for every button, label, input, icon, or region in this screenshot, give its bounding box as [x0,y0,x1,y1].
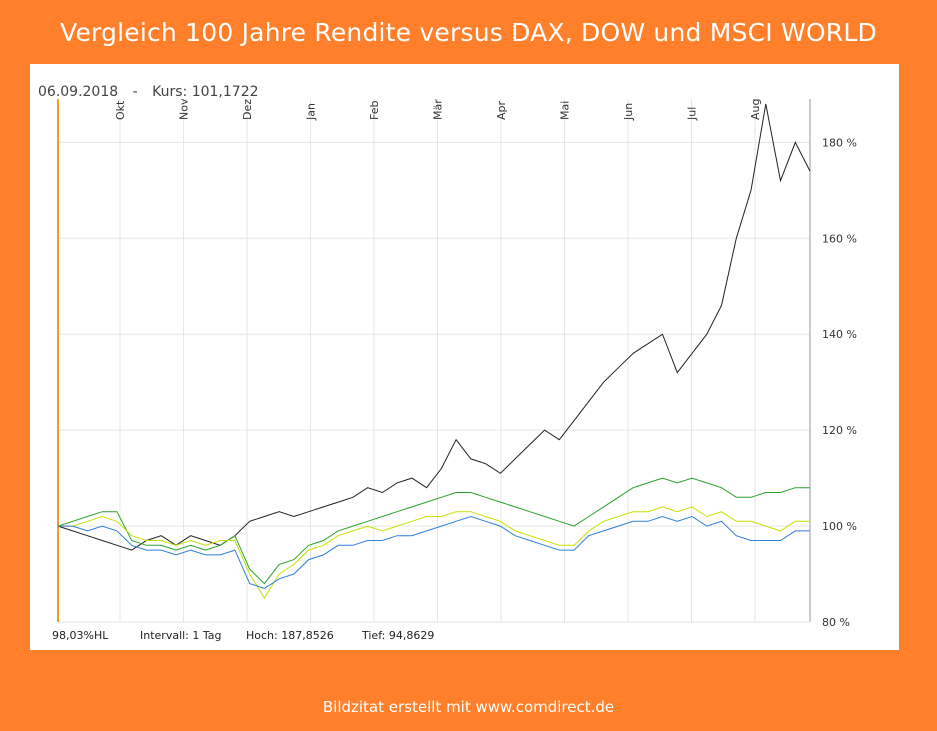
stat-hl: 98,03%HL [52,629,109,642]
y-tick-label: 140 % [822,328,857,341]
x-tick-label: Mai [559,101,572,120]
stat-interval: Intervall: 1 Tag [140,629,222,642]
footer-credit: Bildzitat erstellt mit www.comdirect.de [322,698,615,716]
x-tick-label: Okt [114,100,127,120]
y-tick-label: 120 % [822,424,857,437]
series-line-2 [57,477,810,585]
y-tick-label: 180 % [822,136,857,149]
chart-info: 06.09.2018 - Kurs: 101,1722 [38,84,269,100]
x-tick-label: Dez [241,99,254,120]
stat-low: Tief: 94,8629 [361,629,434,642]
x-tick-label: Mär [432,99,445,120]
x-tick-label: Nov [178,98,191,120]
info-kurs: Kurs: 101,1722 [152,84,259,100]
series-line-3 [58,506,810,599]
page-title: Vergleich 100 Jahre Rendite versus DAX, … [60,18,877,47]
info-separator: - [132,84,138,100]
x-tick-label: Feb [368,101,381,120]
line-chart: Okt Nov Dez Jan Feb Mär Apr Mai Jun Jul Aug 80 % 10… [52,98,857,642]
y-tick-label: 100 % [822,520,857,533]
x-tick-label: Jul [686,107,699,121]
stat-high: Hoch: 187,8526 [246,629,334,642]
series-line-1 [57,103,811,551]
y-tick-label: 160 % [822,232,857,245]
series-line-4 [58,515,810,589]
y-tick-label: 80 % [822,616,850,629]
x-tick-label: Jun [622,103,635,121]
info-date: 06.09.2018 [38,84,119,100]
chart-panel: 06.09.2018 - Kurs: 101,1722 Okt Nov Dez Jan… [30,64,899,650]
x-tick-label: Jan [305,103,318,121]
x-tick-label: Aug [749,99,762,120]
x-tick-label: Apr [495,100,508,120]
